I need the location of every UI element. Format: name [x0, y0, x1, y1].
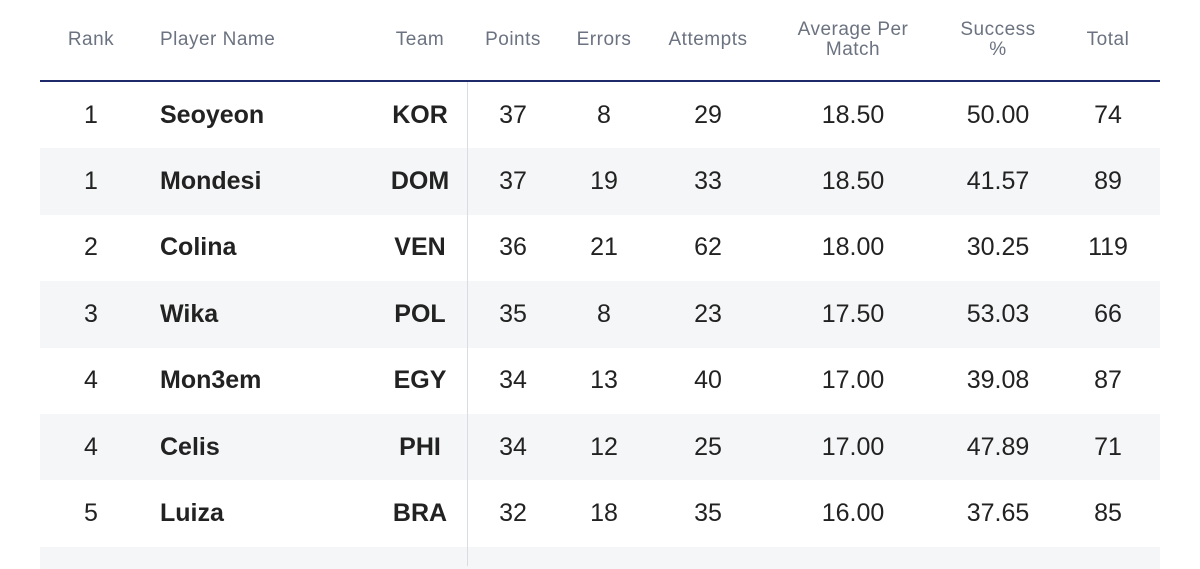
cell-total: 66	[1094, 299, 1122, 328]
cell-team: BRA	[392, 499, 448, 528]
table-row[interactable]: 3 Wika POL 35 8 23 17.50 53.03 66	[40, 281, 1160, 348]
cell-total: 87	[1094, 366, 1122, 395]
cell-rank: 3	[84, 299, 98, 328]
cell-team: POL	[394, 299, 446, 328]
cell-success-percent: 41.57	[966, 167, 1030, 196]
header-attempts[interactable]: Attempts	[668, 29, 748, 50]
cell-attempts: 62	[694, 233, 722, 262]
cell-points: 34	[499, 432, 527, 461]
header-average-line2: Match	[825, 39, 881, 60]
cell-team: PHI	[399, 432, 441, 461]
table-row[interactable]: 4 Mon3em EGY 34 13 40 17.00 39.08 87	[40, 348, 1160, 414]
cell-average-per-match: 18.50	[821, 167, 885, 196]
table-row[interactable]: 4 Celis PHI 34 12 25 17.00 47.89 71	[40, 413, 1160, 481]
cell-rank: 4	[84, 432, 98, 461]
header-success-percent[interactable]: Success %	[938, 0, 1058, 80]
cell-attempts: 35	[694, 499, 722, 528]
cell-player-name: Colina	[160, 233, 237, 262]
cell-attempts: 29	[694, 100, 722, 129]
cell-team: KOR	[392, 100, 448, 129]
cell-attempts: 23	[694, 299, 722, 328]
header-points[interactable]: Points	[485, 29, 541, 50]
cell-errors: 18	[590, 499, 618, 528]
cell-attempts: 25	[694, 432, 722, 461]
cell-team: DOM	[390, 167, 450, 196]
cell-average-per-match: 17.00	[821, 366, 885, 395]
cell-average-per-match: 17.00	[821, 432, 885, 461]
cell-errors: 12	[590, 432, 618, 461]
cell-success-percent: 47.89	[966, 432, 1030, 461]
cell-errors: 8	[597, 100, 611, 129]
cell-errors: 19	[590, 167, 618, 196]
cell-success-percent: 50.00	[966, 100, 1030, 129]
stats-table: Rank Player Name Team Points Errors Atte…	[40, 0, 1160, 569]
cell-average-per-match: 18.50	[821, 100, 885, 129]
cell-errors: 13	[590, 366, 618, 395]
cell-team: VEN	[394, 233, 446, 262]
header-rank[interactable]: Rank	[67, 29, 115, 50]
cell-total: 89	[1094, 167, 1122, 196]
cell-attempts: 40	[694, 366, 722, 395]
cell-player-name: Seoyeon	[160, 100, 265, 129]
table-row[interactable]: 5 Luiza BRA 32 18 35 16.00 37.65 85	[40, 480, 1160, 546]
cell-rank: 5	[84, 499, 98, 528]
header-errors[interactable]: Errors	[576, 29, 632, 50]
table-header: Rank Player Name Team Points Errors Atte…	[40, 0, 1160, 82]
cell-total: 85	[1094, 499, 1122, 528]
cell-points: 35	[499, 299, 527, 328]
cell-player-name: Celis	[160, 432, 220, 461]
cell-points: 32	[499, 499, 527, 528]
cell-success-percent: 39.08	[966, 366, 1030, 395]
cell-player-name: Mon3em	[160, 366, 262, 395]
cell-attempts: 33	[694, 167, 722, 196]
header-success-line2: %	[989, 39, 1007, 60]
cell-total: 119	[1088, 233, 1128, 262]
cell-player-name: Luiza	[160, 499, 224, 528]
cell-rank: 1	[84, 167, 98, 196]
table-row[interactable]: 2 Colina VEN 36 21 62 18.00 30.25 119	[40, 215, 1160, 281]
table-row[interactable]: 1 Seoyeon KOR 37 8 29 18.50 50.00 74	[40, 82, 1160, 148]
header-player-name[interactable]: Player Name	[160, 29, 276, 50]
cell-average-per-match: 17.50	[821, 299, 885, 328]
cell-player-name: Mondesi	[160, 167, 262, 196]
cell-player-name: Wika	[160, 299, 219, 328]
table-body: 1 Seoyeon KOR 37 8 29 18.50 50.00 74 1 Mondesi DOM 3…	[40, 82, 1160, 547]
cell-points: 37	[499, 167, 527, 196]
cell-errors: 8	[597, 299, 611, 328]
cell-errors: 21	[590, 233, 618, 262]
header-total[interactable]: Total	[1086, 29, 1130, 50]
cell-success-percent: 53.03	[966, 299, 1030, 328]
table-row-partial	[40, 546, 1160, 569]
cell-rank: 1	[84, 100, 98, 129]
cell-rank: 4	[84, 366, 98, 395]
cell-average-per-match: 18.00	[821, 233, 885, 262]
table-row[interactable]: 1 Mondesi DOM 37 19 33 18.50 41.57 89	[40, 148, 1160, 215]
cell-points: 34	[499, 366, 527, 395]
header-team[interactable]: Team	[395, 29, 445, 50]
cell-average-per-match: 16.00	[821, 499, 885, 528]
cell-success-percent: 37.65	[966, 499, 1030, 528]
header-average-line1: Average Per	[797, 19, 909, 40]
cell-team: EGY	[393, 366, 447, 395]
column-divider	[467, 82, 468, 566]
header-average-per-match[interactable]: Average Per Match	[783, 0, 923, 80]
cell-total: 74	[1094, 100, 1122, 129]
cell-points: 37	[499, 100, 527, 129]
header-success-line1: Success	[960, 19, 1036, 40]
cell-success-percent: 30.25	[966, 233, 1030, 262]
cell-total: 71	[1094, 432, 1122, 461]
cell-points: 36	[499, 233, 527, 262]
cell-rank: 2	[84, 233, 98, 262]
